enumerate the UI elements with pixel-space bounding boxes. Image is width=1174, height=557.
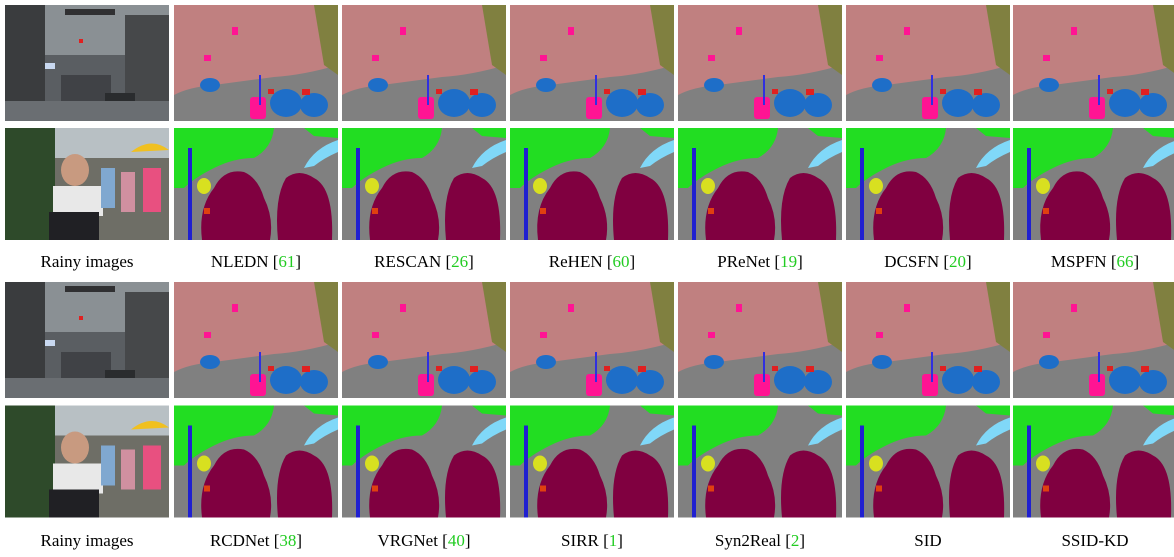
segmentation-map [846,406,1010,518]
caption-text: DCSFN [ [884,252,949,271]
segmentation-map [174,406,338,518]
caption-text: VRGNet [ [377,531,447,550]
citation: 66 [1117,252,1134,271]
caption-text: ] [295,252,301,271]
caption-text: ] [1134,252,1140,271]
caption: Rainy images [5,252,169,272]
citation: 1 [609,531,618,550]
caption: NLEDN [61] [174,252,338,272]
caption-text: NLEDN [ [211,252,279,271]
caption-text: ] [296,531,302,550]
citation: 20 [949,252,966,271]
caption-text: SID [914,531,941,550]
segmentation-map [846,282,1010,398]
caption-text: ] [630,252,636,271]
caption-text: Rainy images [40,531,133,550]
citation: 40 [448,531,465,550]
segmentation-map [678,282,842,398]
segmentation-map [1013,128,1174,240]
segmentation-map [510,406,674,518]
caption-text: Syn2Real [ [715,531,791,550]
caption-text: ] [799,531,805,550]
citation: 60 [613,252,630,271]
segmentation-map [1013,5,1174,121]
caption: SID [846,531,1010,551]
rainy-image [5,282,169,398]
segmentation-map [510,5,674,121]
segmentation-map [678,5,842,121]
citation: 61 [278,252,295,271]
segmentation-map [342,5,506,121]
rainy-image [5,5,169,121]
segmentation-map [678,406,842,518]
caption-text: ] [465,531,471,550]
segmentation-map [510,128,674,240]
caption-text: ReHEN [ [549,252,613,271]
citation: 38 [279,531,296,550]
caption: ReHEN [60] [510,252,674,272]
segmentation-map [1013,282,1174,398]
caption-text: Rainy images [40,252,133,271]
caption: PReNet [19] [678,252,842,272]
segmentation-map [174,282,338,398]
segmentation-map [1013,406,1174,518]
caption-text: SSID-KD [1061,531,1128,550]
page: (() => { const data = JSON.parse(documen… [0,0,1174,557]
segmentation-map [174,128,338,240]
figure [0,0,1174,557]
caption-text: RESCAN [ [374,252,451,271]
caption-text: ] [966,252,972,271]
segmentation-map [342,282,506,398]
caption: SIRR [1] [510,531,674,551]
caption-text: ] [617,531,623,550]
rainy-image [5,406,169,518]
caption: RESCAN [26] [342,252,506,272]
caption-text: RCDNet [ [210,531,279,550]
caption: VRGNet [40] [342,531,506,551]
rainy-image [5,128,169,240]
caption: SSID-KD [1013,531,1174,551]
citation: 26 [451,252,468,271]
segmentation-map [510,282,674,398]
caption-text: MSPFN [ [1051,252,1117,271]
caption-text: ] [797,252,803,271]
segmentation-map [678,128,842,240]
segmentation-map [846,128,1010,240]
citation: 19 [780,252,797,271]
caption: Rainy images [5,531,169,551]
segmentation-map [342,128,506,240]
segmentation-map [846,5,1010,121]
caption-text: PReNet [ [717,252,780,271]
segmentation-map [342,406,506,518]
segmentation-map [174,5,338,121]
caption: RCDNet [38] [174,531,338,551]
caption: MSPFN [66] [1013,252,1174,272]
caption: DCSFN [20] [846,252,1010,272]
caption-text: SIRR [ [561,531,609,550]
caption-text: ] [468,252,474,271]
caption: Syn2Real [2] [678,531,842,551]
